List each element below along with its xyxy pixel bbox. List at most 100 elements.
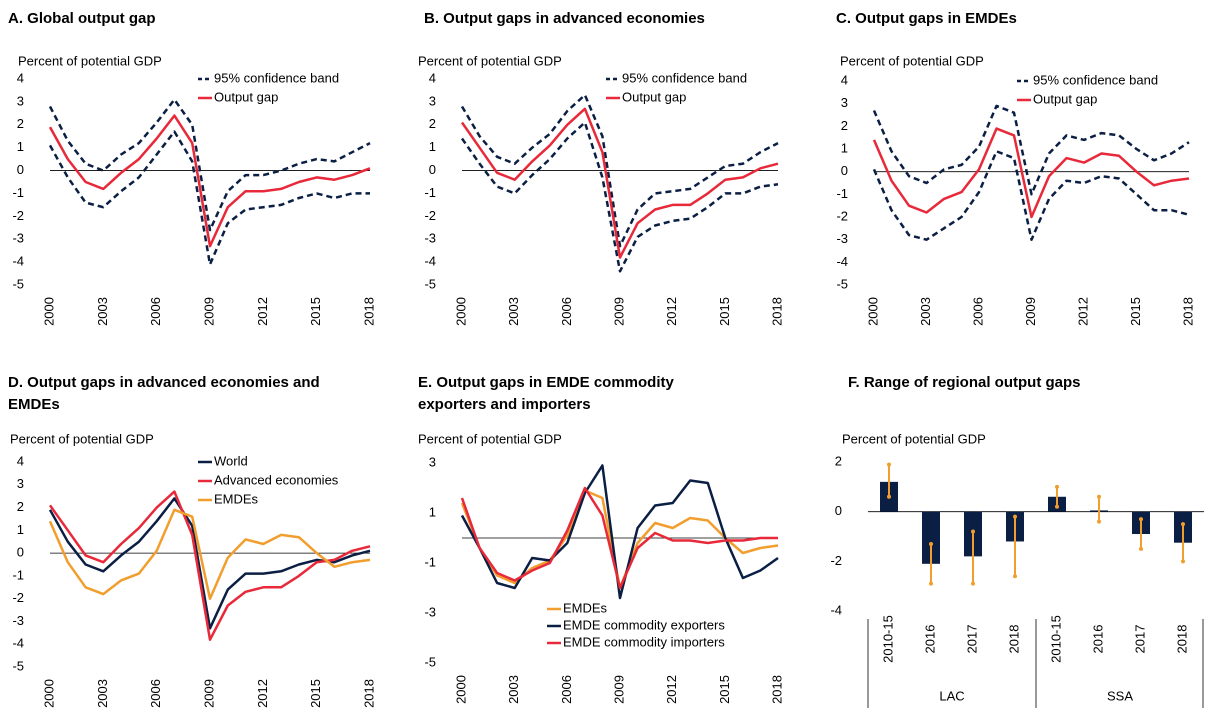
series-line <box>460 93 779 248</box>
y-tick-label: -4 <box>12 636 24 651</box>
panel: F. Range of regional output gaps Percent … <box>804 354 1206 708</box>
error-cap <box>1181 559 1185 564</box>
y-tick-label: -2 <box>12 590 24 605</box>
legend-label: Output gap <box>1033 91 1097 106</box>
x-tick-label: 2015 <box>717 675 732 704</box>
y-tick-label: -3 <box>12 613 24 628</box>
x-tick-label: 2015 <box>717 297 732 326</box>
legend-label: EMDEs <box>563 600 608 615</box>
y-tick-label: 1 <box>429 504 436 519</box>
axis-label: Percent of potential GDP <box>10 431 154 446</box>
legend-label: 95% confidence band <box>622 70 747 85</box>
legend-label: Output gap <box>622 89 686 104</box>
y-tick-label: -5 <box>12 658 24 673</box>
x-tick-label: 2012 <box>255 679 270 708</box>
series-line <box>872 127 1190 219</box>
x-tick-label: 2015 <box>308 297 323 326</box>
panel: C. Output gaps in EMDEs Percent of potent… <box>804 0 1206 354</box>
error-cap <box>1181 522 1185 527</box>
y-tick-label: -2 <box>830 553 842 568</box>
axis-label: Percent of potential GDP <box>840 53 984 68</box>
x-tick-label: 2003 <box>918 297 933 326</box>
x-tick-label: 2006 <box>559 297 574 326</box>
error-cap <box>929 541 933 546</box>
y-tick-label: 2 <box>17 116 24 131</box>
x-tick-label: 2006 <box>148 679 163 708</box>
y-tick-label: -5 <box>424 276 436 291</box>
x-tick-label: 2015 <box>308 679 323 708</box>
y-tick-label: -1 <box>424 185 436 200</box>
x-tick-label: 2000 <box>41 297 56 326</box>
panel-title: B. Output gaps in advanced economies <box>424 10 705 27</box>
chart: Percent of potential GDP 4 3 2 1 0 -1 -2 -3 -4 -5 2… <box>12 53 376 326</box>
x-tick-label: 2003 <box>506 297 521 326</box>
bar <box>922 511 940 564</box>
error-cap <box>1097 494 1101 499</box>
y-tick-label: 0 <box>429 162 436 177</box>
x-tick-label: 2017 <box>964 625 979 654</box>
y-tick-label: -1 <box>836 186 848 201</box>
y-tick-label: 4 <box>841 72 848 87</box>
panel: A. Global output gap Percent of potential… <box>0 0 402 354</box>
panel-title: C. Output gaps in EMDEs <box>836 10 1017 27</box>
y-tick-label: -2 <box>836 208 848 223</box>
x-tick-label: 2018 <box>769 675 784 704</box>
x-tick-label: 2000 <box>453 675 468 704</box>
chart: Percent of potential GDP 3 1 -1 -3 -5 2000 2003… <box>418 431 784 704</box>
y-tick-label: -4 <box>830 602 842 617</box>
error-cap <box>887 462 891 467</box>
legend-label: World <box>214 453 248 468</box>
x-tick-label: 2018 <box>1174 625 1189 654</box>
y-tick-label: -4 <box>424 254 436 269</box>
axis-label: Percent of potential GDP <box>418 53 562 68</box>
axis-label: Percent of potential GDP <box>18 53 162 68</box>
x-tick-label: 2009 <box>1023 297 1038 326</box>
x-tick-label: 2000 <box>41 679 56 708</box>
series-line <box>460 107 779 259</box>
x-tick-label: 2010-15 <box>1048 615 1063 663</box>
chart: Percent of potential GDP 4 3 2 1 0 -1 -2 -3 -4 -5 2… <box>418 53 784 326</box>
y-tick-label: 3 <box>429 93 436 108</box>
y-tick-label: 3 <box>17 476 24 491</box>
x-tick-label: 2009 <box>611 297 626 326</box>
y-tick-label: -3 <box>424 231 436 246</box>
error-cap <box>929 581 933 586</box>
series-line <box>48 98 371 232</box>
series-line <box>48 490 371 641</box>
x-tick-label: 2018 <box>1180 297 1195 326</box>
x-tick-label: 2003 <box>95 297 110 326</box>
error-cap <box>1055 504 1059 509</box>
series-line <box>872 104 1190 196</box>
y-tick-label: 1 <box>17 522 24 537</box>
x-tick-label: 2006 <box>148 297 163 326</box>
y-tick-label: 4 <box>429 70 436 85</box>
error-cap <box>1013 514 1017 519</box>
legend-label: EMDE commodity importers <box>563 634 725 649</box>
y-tick-label: -1 <box>12 185 24 200</box>
series-line <box>872 150 1190 241</box>
axis-label: Percent of potential GDP <box>842 431 986 446</box>
y-tick-label: 2 <box>841 118 848 133</box>
y-tick-label: -2 <box>12 208 24 223</box>
y-tick-label: -3 <box>836 231 848 246</box>
x-tick-label: 2018 <box>361 679 376 708</box>
y-tick-label: 0 <box>17 545 24 560</box>
axis-label: Percent of potential GDP <box>418 431 562 446</box>
y-tick-label: 2 <box>835 453 842 468</box>
y-tick-label: 3 <box>841 95 848 110</box>
series-line <box>460 121 779 273</box>
panel-title: D. Output gaps in advanced economies and… <box>8 374 320 413</box>
y-tick-label: 0 <box>17 162 24 177</box>
series-line <box>48 114 371 248</box>
y-tick-label: 4 <box>17 70 24 85</box>
y-tick-label: 1 <box>429 139 436 154</box>
series-line <box>48 497 371 630</box>
y-tick-label: -4 <box>836 254 848 269</box>
x-tick-label: 2009 <box>611 675 626 704</box>
legend-label: EMDE commodity exporters <box>563 617 725 632</box>
series-line <box>460 486 778 590</box>
y-tick-label: 4 <box>17 453 24 468</box>
y-tick-label: 0 <box>841 163 848 178</box>
